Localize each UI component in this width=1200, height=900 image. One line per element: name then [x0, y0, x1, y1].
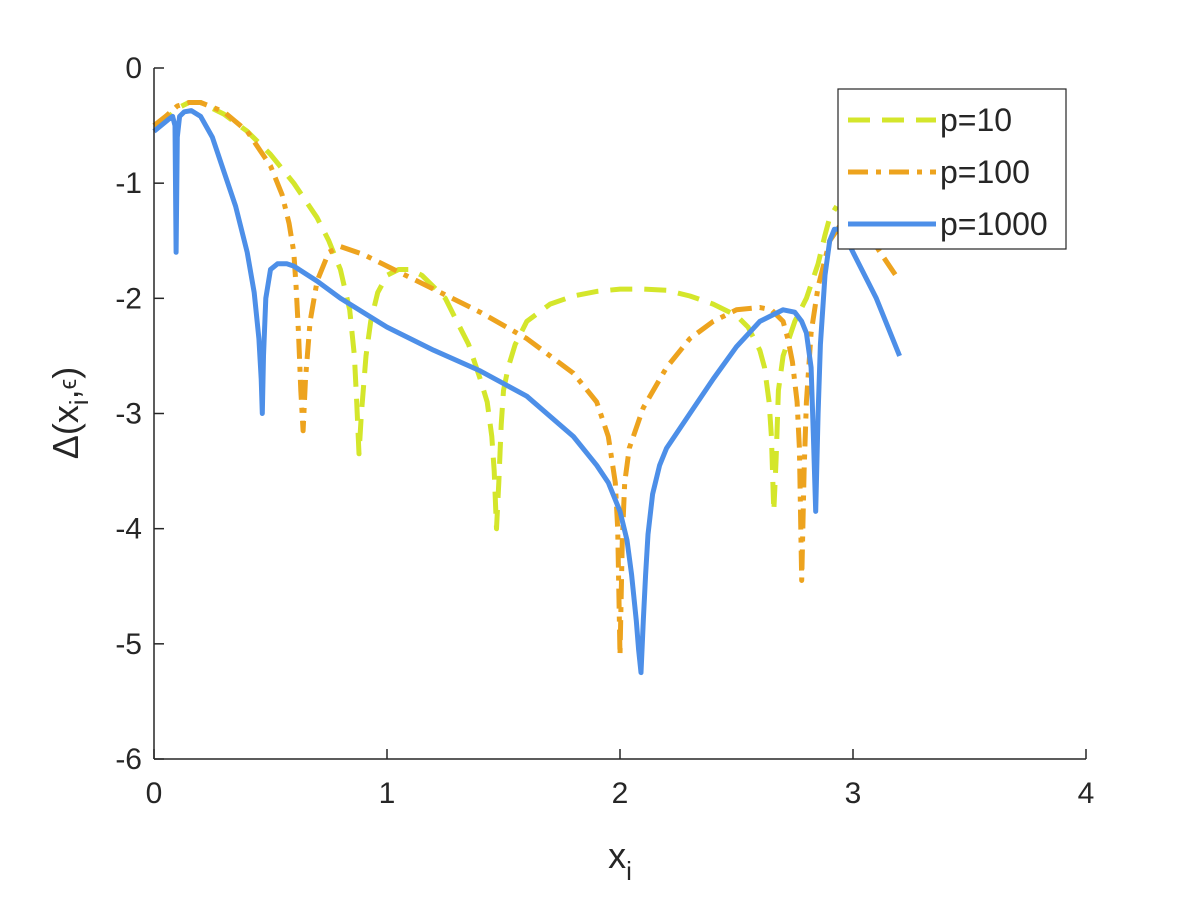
x-tick-label: 0	[146, 777, 163, 810]
x-axis-label-subscript: i	[626, 856, 632, 886]
y-tick-label: -1	[115, 167, 142, 200]
y-axis-label: Δ(xi,ϵ)	[45, 367, 94, 459]
y-axis-label-superscript: ϵ	[55, 379, 82, 390]
y-axis-label-close: )	[45, 367, 86, 379]
y-tick-label: -5	[115, 628, 142, 661]
y-axis-label-comma: ,	[45, 389, 86, 399]
y-ticks: 0 -1 -2 -3 -4 -5 -6	[115, 52, 164, 776]
y-tick-label: -6	[115, 743, 142, 776]
series-line-3	[152, 108, 902, 676]
x-tick-label: 4	[1078, 777, 1095, 810]
legend-label: p=100	[940, 154, 1030, 190]
legend-items: p=10 p=100 p=1000	[848, 102, 1048, 242]
y-tick-label: -4	[115, 513, 142, 546]
x-axis-label: xi	[608, 835, 632, 886]
series-layer	[152, 100, 902, 676]
legend-label: p=1000	[940, 206, 1048, 242]
y-tick-label: -2	[115, 282, 142, 315]
y-tick-label: -3	[115, 398, 142, 431]
x-ticks: 0 1 2 3 4	[146, 749, 1095, 810]
legend: p=10 p=100 p=1000	[837, 88, 1067, 250]
y-axis-label-main: Δ(x	[45, 405, 86, 459]
y-tick-label: 0	[125, 52, 142, 85]
series-line-2	[152, 100, 902, 658]
legend-label: p=10	[940, 102, 1012, 138]
x-tick-label: 1	[379, 777, 396, 810]
y-axis-label-subscript: i	[64, 399, 94, 405]
x-tick-label: 2	[612, 777, 629, 810]
x-axis-label-main: x	[608, 835, 626, 876]
x-tick-label: 3	[845, 777, 862, 810]
